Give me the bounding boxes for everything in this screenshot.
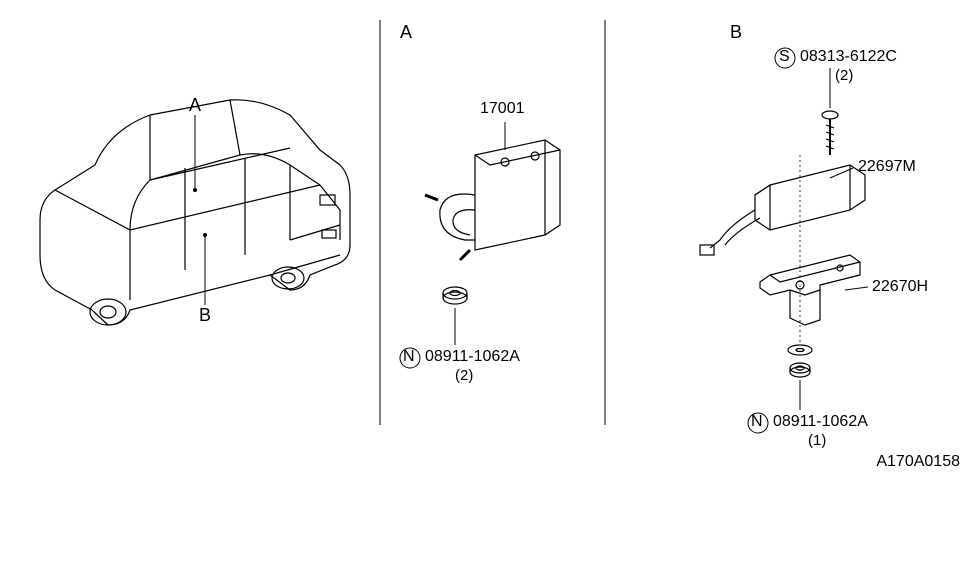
- section-label-b: B: [730, 22, 742, 43]
- part-17001: [425, 140, 560, 260]
- part-label-22670h: 22670H: [872, 278, 928, 296]
- part-22697m: [700, 165, 865, 255]
- part-nut-a: [443, 287, 467, 304]
- part-label-n1: 08911-1062A: [425, 348, 520, 366]
- part-label-n2: 08911-1062A: [773, 413, 868, 431]
- part-prefix-n1: N: [403, 348, 415, 366]
- part-prefix-n2: N: [751, 413, 763, 431]
- section-label-a: A: [400, 22, 412, 43]
- part-label-22697m: 22697M: [858, 158, 916, 176]
- car-callout-b: B: [199, 305, 211, 326]
- part-qty-n1: (2): [455, 367, 473, 384]
- diagram-container: A B A B 17001 N 08911-1062A (2) S 08313-…: [0, 0, 975, 566]
- part-qty-s: (2): [835, 67, 853, 84]
- part-nut-b: [790, 363, 810, 377]
- part-label-s: 08313-6122C: [800, 48, 897, 66]
- part-washer: [788, 345, 812, 355]
- diagram-svg: [0, 0, 975, 566]
- part-qty-n2: (1): [808, 432, 826, 449]
- part-prefix-s: S: [779, 48, 790, 66]
- part-label-17001: 17001: [480, 100, 525, 118]
- diagram-id: A170A0158: [876, 453, 960, 471]
- car-callout-a: A: [189, 95, 201, 116]
- part-screw: [822, 111, 838, 155]
